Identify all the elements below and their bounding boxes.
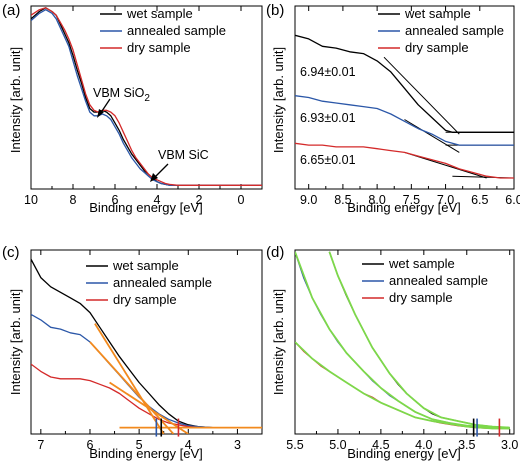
x-ticks-c: 7 6 5 4 3 [37,250,241,452]
series-line-a-1 [31,9,262,186]
panel-c: (c) 7 6 5 4 3 wet sample annealed sample dry s… [2,244,263,461]
svg-text:VBM SiO2: VBM SiO2 [93,86,150,104]
annotation-wet-vbm: 6.94±0.01 [300,65,356,79]
markers-c [155,418,180,437]
series-line-a-2 [31,7,262,186]
x-axis-label-a: Binding energy [eV] [89,200,202,215]
legend-label-d-1: annealed sample [389,273,488,288]
x-ticks-b: 9.0 8.5 8.0 7.5 7.0 6.5 6.0 [300,6,520,207]
fit-line-d-0 [328,251,510,429]
x-tick-label-b-1: 8.5 [334,193,351,207]
legend-label-c-1: annealed sample [113,275,212,290]
x-tick-label-d-2: 4.5 [372,438,389,452]
arrowhead-vbm-sio2 [97,109,104,118]
x-tick-label-b-6: 6.0 [505,193,520,207]
x-tick-label-b-4: 7.0 [437,193,454,207]
series-group-b [295,34,514,179]
fit-lines-c [89,323,262,434]
legend-a: wet sample annealed sample dry sample [100,6,226,55]
plot-frame-b [294,5,515,190]
x-tick-label-b-5: 6.5 [471,193,488,207]
legend-label-d-2: dry sample [389,290,453,305]
annotation-annealed-vbm: 6.93±0.01 [300,111,356,125]
series-line-b-1 [295,95,514,146]
annotation-vbm-sic-text: VBM SiC [158,148,209,162]
arrowhead-vbm-sic [150,173,158,182]
x-axis-label-c: Binding energy [eV] [89,446,202,461]
fit-line-b-0 [383,56,460,135]
panel-label-a: (a) [2,2,20,19]
series-line-c-2 [31,363,262,429]
x-tick-label-d-5: 3.0 [501,438,518,452]
x-axis-label-d: Binding energy [eV] [347,446,460,461]
legend-label-c-2: dry sample [113,292,177,307]
x-ticks-a: 10 8 6 4 2 0 [24,6,245,207]
annotation-vbm-sic: VBM SiC [150,148,209,182]
x-tick-label-c-4: 3 [234,438,241,452]
x-tick-label-a-5: 0 [238,193,245,207]
panel-label-b: (b) [266,2,284,19]
annotation-vbm-sio2: VBM SiO2 [93,86,150,118]
arrow-vbm-sic [153,163,169,179]
legend-label-a-2: dry sample [127,40,191,55]
legend-label-b-0: wet sample [404,6,471,21]
x-tick-label-a-1: 8 [70,193,77,207]
x-tick-label-c-2: 5 [136,438,143,452]
x-tick-label-a-3: 4 [154,193,161,207]
panel-d: (d) 5.5 5.0 4.5 4.0 3.5 3.0 wet sample anneale… [266,244,518,461]
legend-c: wet sample annealed sample dry sample [86,258,212,307]
x-tick-label-d-0: 5.5 [286,438,303,452]
markers-d [472,418,501,437]
annotation-dry-vbm: 6.65±0.01 [300,153,356,167]
x-tick-label-b-0: 9.0 [300,193,317,207]
annotation-vbm-sio2-text: VBM SiO [93,86,145,100]
fit-line-b-2 [404,119,460,153]
legend-d: wet sample annealed sample dry sample [362,256,488,305]
legend-label-c-0: wet sample [112,258,179,273]
legend-label-d-0: wet sample [388,256,455,271]
x-axis-label-b: Binding energy [eV] [347,200,460,215]
x-tick-label-d-4: 3.5 [458,438,475,452]
panel-label-d: (d) [266,244,284,261]
x-tick-label-c-0: 7 [37,438,44,452]
fit-lines-d [295,251,510,430]
y-axis-label-c: Intensity [arb. unit] [8,289,23,395]
x-tick-label-d-3: 4.0 [415,438,432,452]
series-line-b-0 [295,34,514,133]
x-tick-label-b-3: 7.5 [403,193,420,207]
fit-line-c-0 [94,323,165,434]
x-tick-label-a-0: 10 [24,193,38,207]
x-tick-label-c-1: 6 [87,438,94,452]
legend-label-a-1: annealed sample [127,23,226,38]
legend-b: wet sample annealed sample dry sample [378,6,504,55]
series-line-d-2 [295,341,510,430]
fit-lines-b [383,56,514,179]
annotation-vbm-sio2-sub: 2 [144,93,150,104]
panel-label-c: (c) [2,244,20,261]
x-ticks-d: 5.5 5.0 4.5 4.0 3.5 3.0 [286,250,518,452]
legend-label-a-0: wet sample [126,6,193,21]
plot-frame-a [30,5,263,190]
legend-label-b-1: annealed sample [405,23,504,38]
fit-line-c-2 [109,381,189,434]
x-tick-label-a-4: 2 [196,193,203,207]
x-tick-label-b-2: 8.0 [368,193,385,207]
series-group-a [31,7,262,186]
legend-label-b-2: dry sample [405,40,469,55]
fit-line-c-1 [89,341,175,434]
series-line-b-2 [295,142,514,179]
x-tick-label-d-1: 5.0 [329,438,346,452]
x-tick-label-c-3: 4 [185,438,192,452]
y-axis-label-a: Intensity [arb. unit] [8,47,23,153]
series-line-c-1 [31,313,262,429]
plot-frame-c [30,249,263,435]
fit-line-d-2 [295,341,510,430]
y-axis-label-d: Intensity [arb. unit] [271,289,286,395]
panel-b: (b) 9.0 8.5 8.0 7.5 7.0 6.5 6.0 wet sample anne… [266,2,520,215]
y-axis-label-b: Intensity [arb. unit] [271,47,286,153]
x-tick-label-a-2: 6 [112,193,119,207]
panel-a: (a) 10 8 6 4 2 0 wet sample annealed sample dry… [2,2,263,215]
